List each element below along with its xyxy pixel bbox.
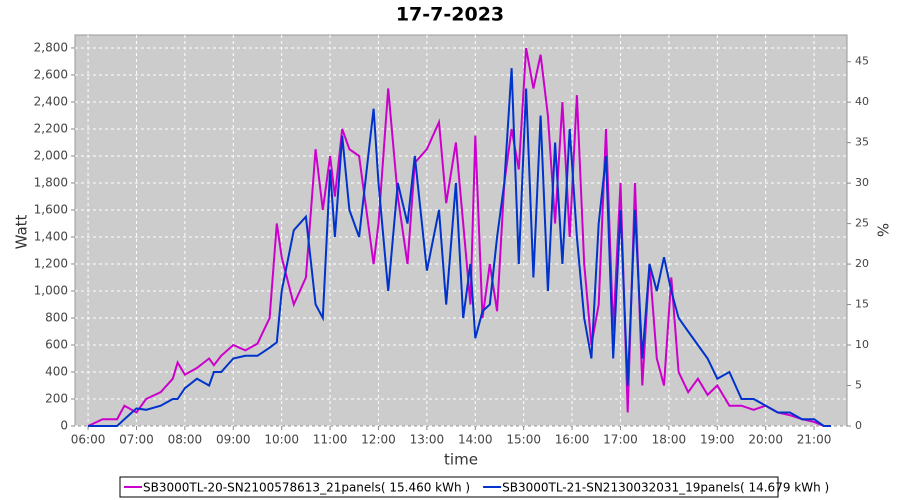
x-tick-label: 15:00 [506, 433, 541, 447]
y2-tick-label: 5 [855, 379, 862, 392]
y-tick-label: 400 [45, 364, 68, 378]
x-tick-label: 07:00 [119, 433, 154, 447]
series-line [88, 68, 831, 427]
x-tick-label: 20:00 [748, 433, 783, 447]
y2-tick-label: 35 [855, 136, 869, 149]
x-tick-label: 19:00 [700, 433, 735, 447]
x-tick-label: 12:00 [361, 433, 396, 447]
x-tick-label: 10:00 [264, 433, 299, 447]
x-tick-label: 06:00 [71, 433, 106, 447]
y-tick-label: 0 [60, 419, 68, 433]
plot-area [74, 34, 848, 427]
x-axis-label: time [444, 451, 478, 469]
y-tick-label: 2,400 [34, 94, 68, 108]
y-tick-label: 800 [45, 310, 68, 324]
y-tick-label: 1,000 [34, 283, 68, 297]
y-tick-label: 1,200 [34, 256, 68, 270]
y-tick-label: 200 [45, 391, 68, 405]
y-tick-label: 2,800 [34, 40, 68, 54]
y2-tick-label: 20 [855, 257, 869, 270]
x-tick-label: 08:00 [168, 433, 203, 447]
y2-tick-label: 25 [855, 217, 869, 230]
legend-box [119, 476, 779, 498]
y2-axis-label: % [874, 223, 892, 237]
y-tick-label: 2,600 [34, 67, 68, 81]
x-tick-label: 16:00 [555, 433, 590, 447]
x-tick-label: 18:00 [652, 433, 687, 447]
y-tick-label: 600 [45, 337, 68, 351]
legend-label: SB3000TL-20-SN2100578613_21panels( 15.46… [143, 481, 470, 495]
y2-tick-label: 10 [855, 338, 869, 351]
x-tick-label: 17:00 [603, 433, 638, 447]
y-axis-label: Watt [13, 214, 31, 249]
y-tick-label: 1,400 [34, 229, 68, 243]
y2-tick-label: 45 [855, 55, 869, 68]
legend-label: SB3000TL-21-SN2130032031_19panels( 14.67… [502, 481, 829, 495]
y-tick-label: 1,800 [34, 175, 68, 189]
y-tick-label: 2,200 [34, 121, 68, 135]
y2-tick-label: 0 [855, 419, 862, 432]
series-line [87, 47, 831, 427]
y-tick-label: 2,000 [34, 148, 68, 162]
y2-tick-label: 30 [855, 176, 869, 189]
chart-title: 17-7-2023 [396, 4, 504, 26]
y2-tick-label: 15 [855, 298, 869, 311]
y-tick-label: 1,600 [34, 202, 68, 216]
x-tick-label: 14:00 [458, 433, 493, 447]
x-tick-label: 11:00 [313, 433, 348, 447]
x-tick-label: 09:00 [216, 433, 251, 447]
y2-tick-label: 40 [855, 95, 869, 108]
x-tick-label: 13:00 [410, 433, 445, 447]
x-tick-label: 21:00 [797, 433, 832, 447]
